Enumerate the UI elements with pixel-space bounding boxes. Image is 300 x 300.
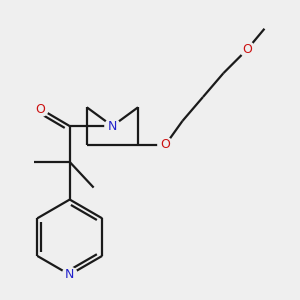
- Circle shape: [240, 42, 255, 57]
- Text: O: O: [242, 43, 252, 56]
- Text: O: O: [36, 103, 46, 116]
- Circle shape: [105, 118, 120, 134]
- Text: N: N: [65, 268, 74, 281]
- Circle shape: [62, 267, 77, 282]
- Circle shape: [158, 137, 173, 152]
- Text: N: N: [108, 120, 117, 133]
- Text: O: O: [160, 138, 170, 152]
- Circle shape: [33, 101, 48, 116]
